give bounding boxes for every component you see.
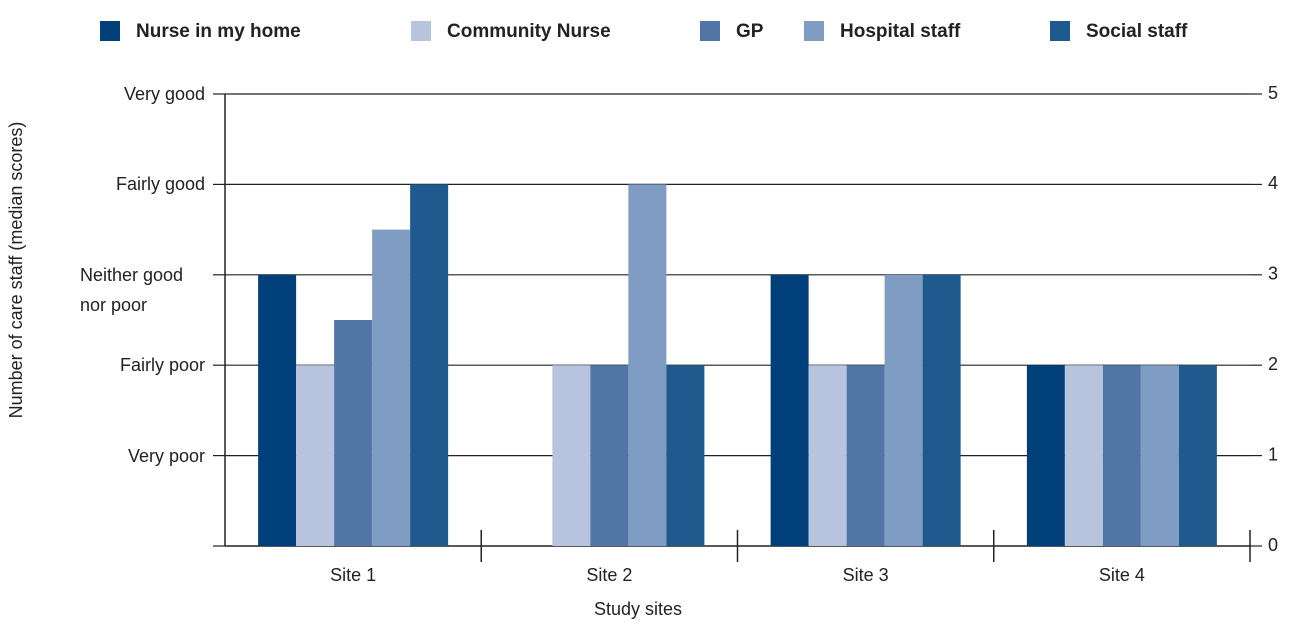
y-tick-label: Fairly good xyxy=(115,174,205,195)
bar xyxy=(296,365,335,546)
bar xyxy=(258,274,297,546)
legend-swatch xyxy=(700,21,720,41)
bar xyxy=(808,365,847,546)
bar xyxy=(1178,365,1217,546)
legend-swatch xyxy=(411,21,431,41)
bar xyxy=(410,184,449,546)
y2-tick-label: 1 xyxy=(1268,444,1278,464)
x-tick-label: Site 3 xyxy=(843,565,889,585)
legend-label: Social staff xyxy=(1086,21,1188,42)
bar xyxy=(372,229,411,546)
y-tick-label: Very good xyxy=(123,84,205,104)
bar xyxy=(666,365,705,546)
bar xyxy=(334,320,373,546)
bar xyxy=(846,365,885,546)
legend-swatch xyxy=(804,21,824,41)
x-tick-label: Site 4 xyxy=(1099,565,1145,585)
legend-label: Nurse in my home xyxy=(136,21,301,42)
x-tick-label: Site 2 xyxy=(586,565,632,585)
y-tick-label: Fairly poor xyxy=(119,355,205,376)
bar xyxy=(590,365,629,546)
legend-swatch xyxy=(1050,21,1070,41)
bar xyxy=(1140,365,1179,546)
legend-label: Community Nurse xyxy=(447,21,611,42)
bar xyxy=(922,274,961,546)
x-axis-title: Study sites xyxy=(594,599,682,619)
y2-tick-label: 2 xyxy=(1268,354,1278,374)
y-tick-label: Very poor xyxy=(127,445,205,466)
legend-swatch xyxy=(100,21,120,41)
y2-tick-label: 0 xyxy=(1268,535,1278,555)
y2-tick-label: 4 xyxy=(1268,173,1278,193)
y2-tick-label: 5 xyxy=(1268,83,1278,103)
legend-label: Hospital staff xyxy=(840,21,961,42)
x-tick-label: Site 1 xyxy=(330,565,376,585)
bar xyxy=(1102,365,1141,546)
y-axis-title: Number of care staff (median scores) xyxy=(6,122,26,419)
bar xyxy=(1026,365,1065,546)
bar xyxy=(1064,365,1103,546)
bar xyxy=(628,184,667,546)
bar xyxy=(884,274,923,546)
legend-label: GP xyxy=(736,21,764,42)
y2-tick-label: 3 xyxy=(1268,264,1278,284)
bar xyxy=(552,365,591,546)
bar xyxy=(770,274,809,546)
y-tick-label: Neither good nor poor xyxy=(80,264,184,315)
